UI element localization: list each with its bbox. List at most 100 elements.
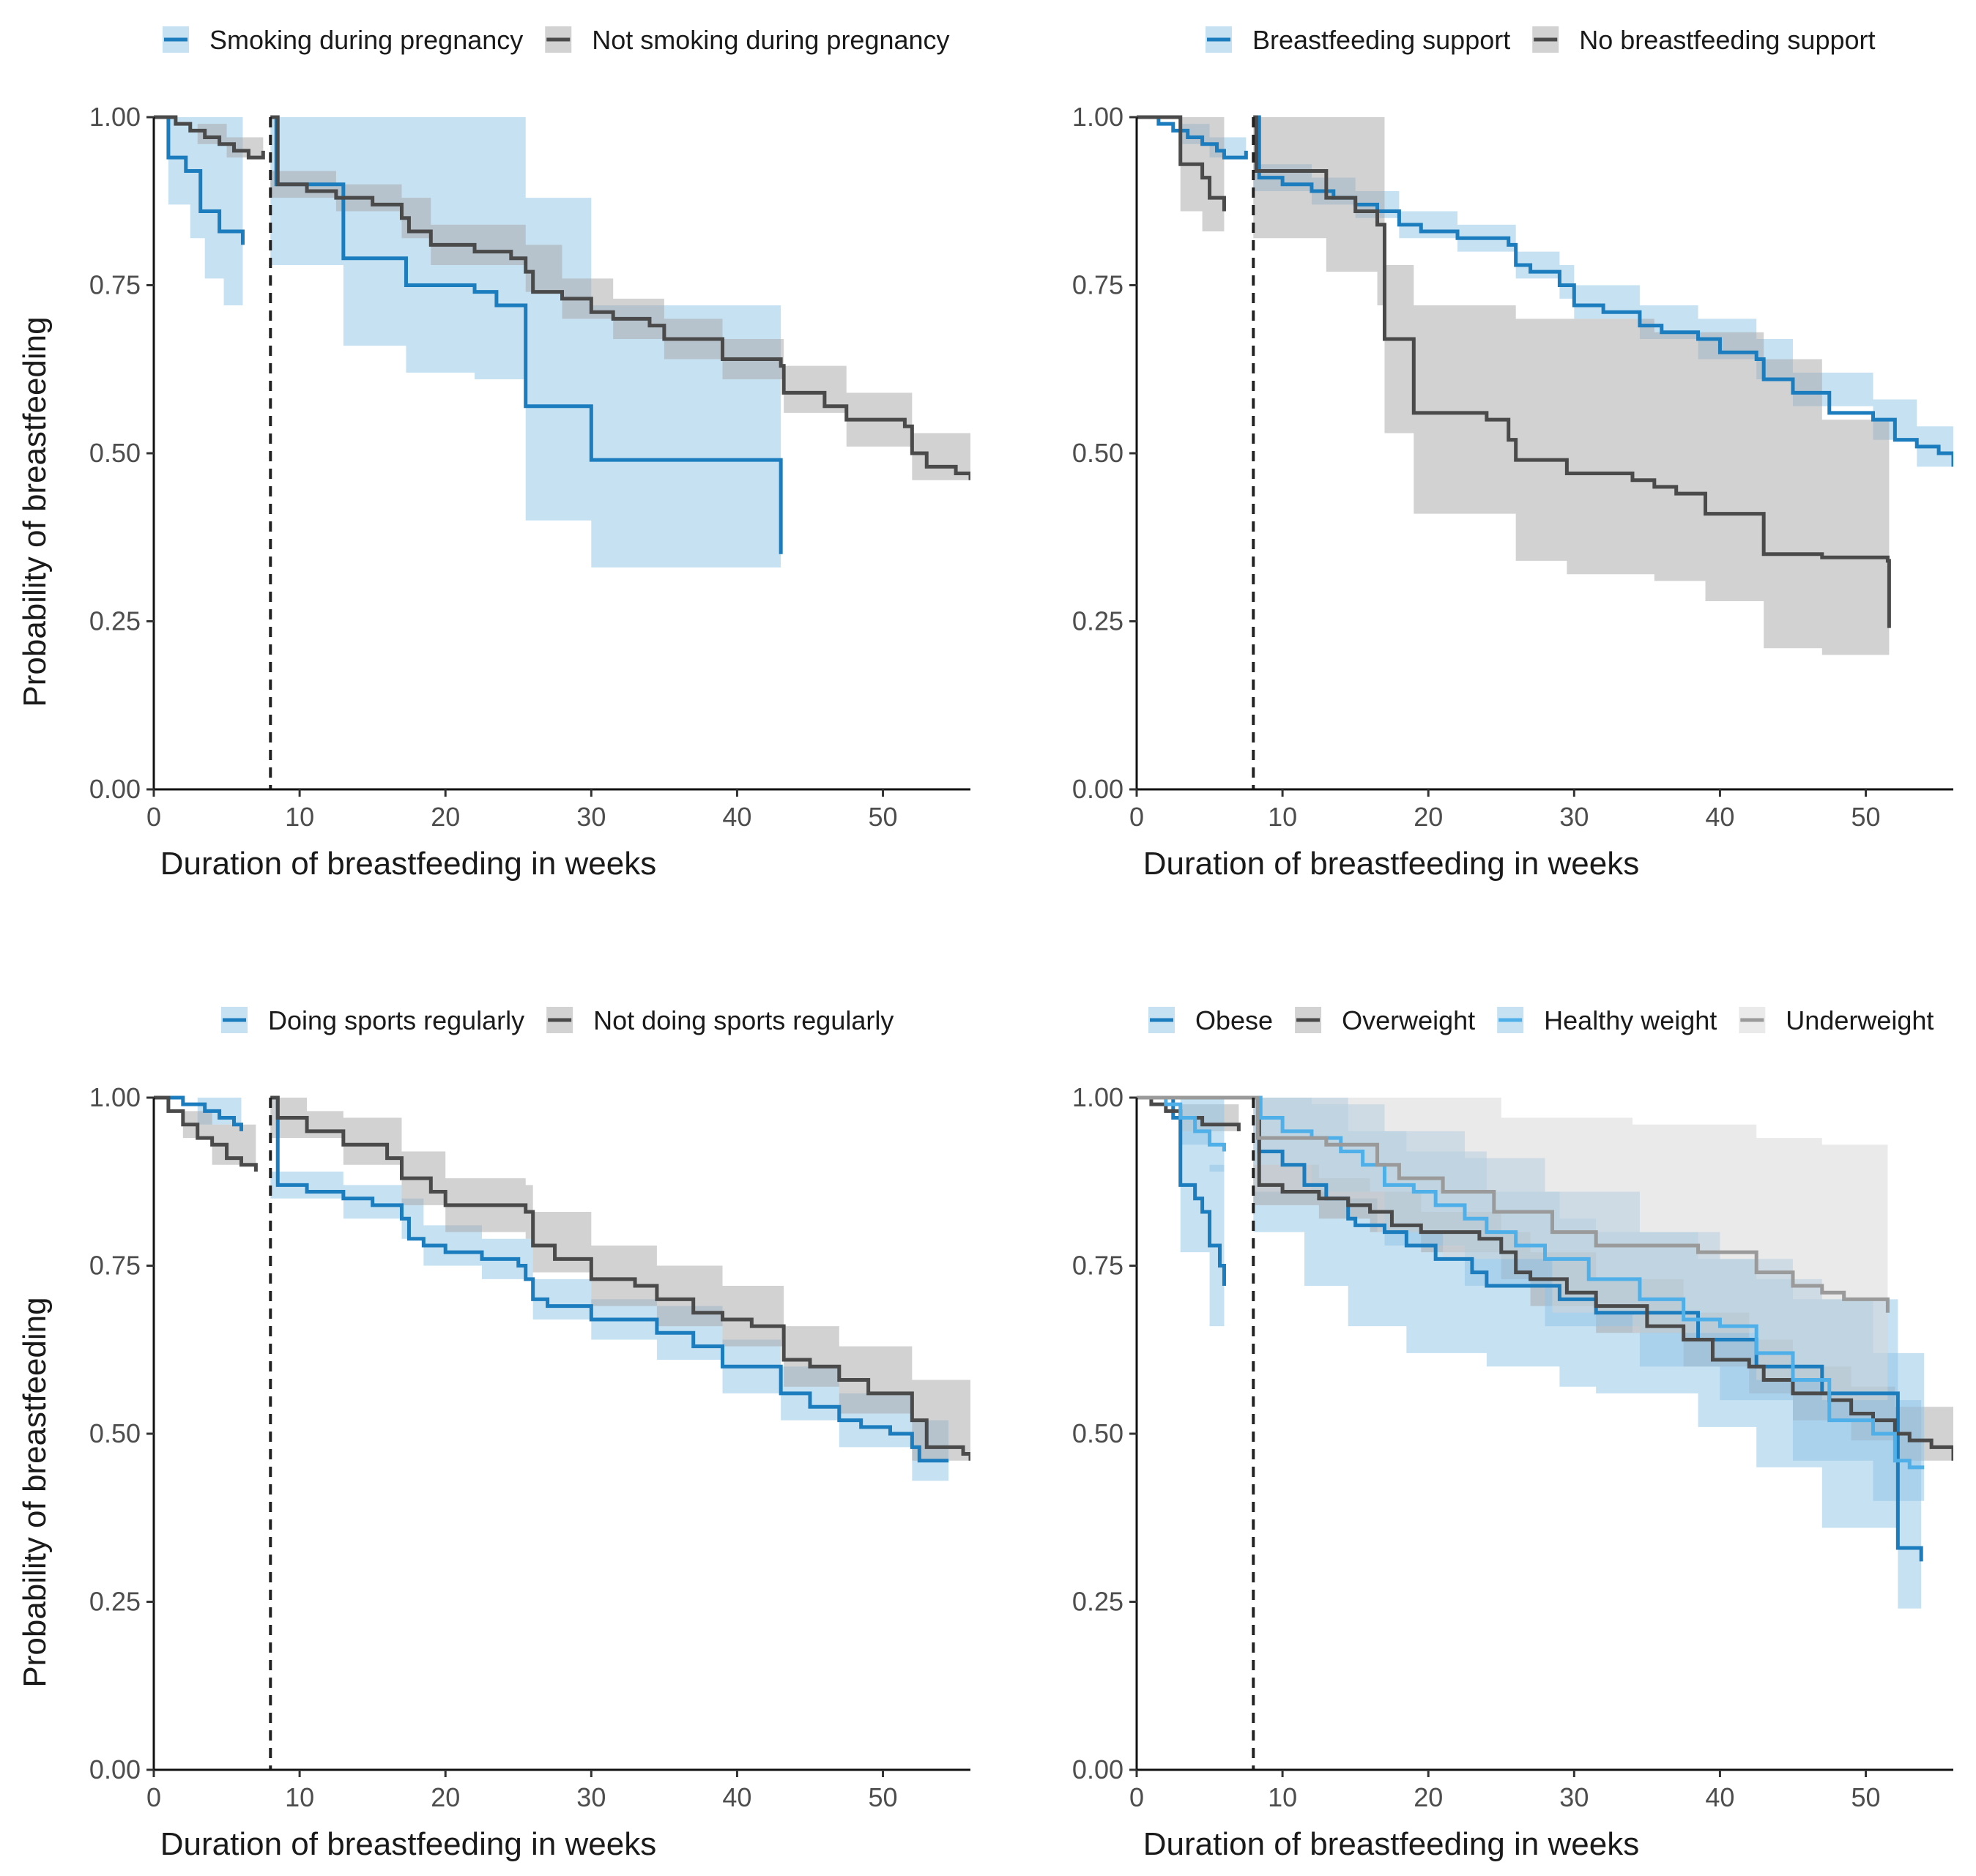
survival-line-2-1 bbox=[1137, 115, 1226, 212]
y-tick-label: 0.00 bbox=[89, 1754, 141, 1784]
legend-item: Healthy weight bbox=[1497, 1005, 1717, 1035]
legend: Smoking during pregnancy Not smoking duri… bbox=[163, 25, 950, 55]
ci-band-2-1 bbox=[1137, 117, 1225, 272]
survival-line-1-1 bbox=[1137, 115, 1248, 160]
x-tick-label: 0 bbox=[1129, 802, 1144, 832]
legend-item: Obese bbox=[1148, 1005, 1273, 1035]
y-tick-label: 0.75 bbox=[1072, 1251, 1123, 1281]
survival-line-2-2 bbox=[270, 1095, 970, 1461]
y-tick-label: 0.25 bbox=[1072, 606, 1123, 636]
x-tick-label: 30 bbox=[576, 1782, 606, 1812]
y-axis-title: Probability of breastfeeding bbox=[17, 316, 53, 707]
x-tick-label: 0 bbox=[146, 1782, 161, 1812]
x-tick-label: 40 bbox=[1705, 1782, 1734, 1812]
survival-line-2-1 bbox=[154, 1095, 258, 1172]
legend-item: Doing sports regularly bbox=[221, 1005, 524, 1035]
x-tick-label: 20 bbox=[431, 802, 460, 832]
legend-label: Healthy weight bbox=[1544, 1005, 1717, 1035]
y-tick-label: 0.75 bbox=[89, 1251, 141, 1281]
ci-band-2-2 bbox=[270, 171, 970, 507]
x-axis-title: Duration of breastfeeding in weeks bbox=[1143, 1826, 1640, 1862]
ci-band-2-1 bbox=[154, 1098, 256, 1192]
plot-area bbox=[154, 1095, 970, 1508]
x-tick-label: 10 bbox=[1268, 1782, 1297, 1812]
legend-label: No breastfeeding support bbox=[1579, 25, 1875, 55]
x-tick-label: 30 bbox=[576, 802, 606, 832]
ci-band-1-2 bbox=[270, 1171, 949, 1488]
survival-line-1-1 bbox=[154, 1095, 243, 1131]
plot-area bbox=[154, 115, 970, 595]
legend: Obese Overweight Healthy weight Underweight bbox=[1148, 1005, 1934, 1035]
legend: Breastfeeding support No breastfeeding su… bbox=[1206, 25, 1876, 55]
legend-label: Breastfeeding support bbox=[1252, 25, 1510, 55]
x-axis-title: Duration of breastfeeding in weeks bbox=[160, 846, 657, 882]
x-tick-label: 50 bbox=[869, 802, 898, 832]
x-tick-label: 40 bbox=[722, 1782, 751, 1812]
y-tick-label: 0.25 bbox=[89, 606, 141, 636]
y-tick-label: 0.25 bbox=[1072, 1587, 1123, 1617]
y-tick-label: 0.50 bbox=[89, 1418, 141, 1448]
y-tick-label: 1.00 bbox=[89, 102, 141, 132]
y-tick-label: 0.75 bbox=[1072, 270, 1123, 300]
legend-label: Smoking during pregnancy bbox=[209, 25, 523, 55]
survival-line-2-1 bbox=[154, 115, 265, 160]
ci-band-1-1 bbox=[154, 117, 243, 319]
x-tick-label: 40 bbox=[722, 802, 751, 832]
y-tick-label: 0.50 bbox=[89, 438, 141, 468]
x-tick-label: 50 bbox=[869, 1782, 898, 1812]
x-tick-label: 0 bbox=[1129, 1782, 1144, 1812]
legend-item: Not doing sports regularly bbox=[546, 1005, 894, 1035]
x-tick-label: 50 bbox=[1851, 1782, 1881, 1812]
x-tick-label: 10 bbox=[1268, 802, 1297, 832]
y-tick-label: 1.00 bbox=[89, 1082, 141, 1112]
survival-line-1-2 bbox=[270, 115, 783, 554]
survival-line-1-1 bbox=[1137, 1095, 1226, 1287]
legend: Doing sports regularly Not doing sports r… bbox=[221, 1005, 894, 1035]
legend-item: No breastfeeding support bbox=[1532, 25, 1876, 55]
y-tick-label: 0.00 bbox=[1072, 774, 1123, 804]
plot-area bbox=[1137, 115, 1953, 689]
y-tick-label: 1.00 bbox=[1072, 1082, 1123, 1112]
x-tick-label: 40 bbox=[1705, 802, 1734, 832]
y-tick-label: 0.50 bbox=[1072, 438, 1123, 468]
legend-item: Not smoking during pregnancy bbox=[545, 25, 950, 55]
plot-area bbox=[1137, 1095, 1953, 1623]
survival-line-1-2 bbox=[270, 1095, 949, 1463]
ci-band-2-1 bbox=[154, 117, 264, 171]
legend-label: Not doing sports regularly bbox=[593, 1005, 894, 1035]
y-axis-title: Probability of breastfeeding bbox=[17, 1297, 53, 1687]
legend-label: Obese bbox=[1195, 1005, 1273, 1035]
legend-label: Overweight bbox=[1342, 1005, 1475, 1035]
survival-line-2-2 bbox=[270, 115, 970, 480]
y-tick-label: 0.00 bbox=[1072, 1754, 1123, 1784]
survival-line-1-1 bbox=[154, 115, 245, 245]
ci-band-1-1 bbox=[1137, 1098, 1225, 1361]
legend-label: Not smoking during pregnancy bbox=[592, 25, 949, 55]
survival-line-3-1 bbox=[1137, 1095, 1226, 1152]
y-tick-label: 0.00 bbox=[89, 774, 141, 804]
legend-item: Smoking during pregnancy bbox=[163, 25, 523, 55]
survival-line-4-2 bbox=[1253, 1095, 1890, 1313]
y-tick-label: 0.75 bbox=[89, 270, 141, 300]
chart-panel-2: 0.00 0.25 0.50 0.75 1.00 0 10 20 30 40 50 Duration … bbox=[1072, 25, 1953, 882]
y-tick-label: 0.50 bbox=[1072, 1418, 1123, 1448]
x-axis-title: Duration of breastfeeding in weeks bbox=[160, 1826, 657, 1862]
x-tick-label: 0 bbox=[146, 802, 161, 832]
ci-band-2-2 bbox=[1253, 117, 1890, 689]
x-tick-label: 50 bbox=[1851, 802, 1881, 832]
x-tick-label: 30 bbox=[1559, 1782, 1589, 1812]
survival-line-1-2 bbox=[1253, 1095, 1923, 1562]
y-tick-label: 0.25 bbox=[89, 1587, 141, 1617]
survival-line-2-2 bbox=[1253, 1095, 1953, 1461]
x-axis-title: Duration of breastfeeding in weeks bbox=[1143, 846, 1640, 882]
y-tick-label: 1.00 bbox=[1072, 102, 1123, 132]
chart-panel-4: 0.00 0.25 0.50 0.75 1.00 0 10 20 30 40 50 Duration … bbox=[1072, 1005, 1953, 1862]
legend-item: Overweight bbox=[1295, 1005, 1475, 1035]
x-tick-label: 10 bbox=[285, 1782, 314, 1812]
legend-item: Underweight bbox=[1739, 1005, 1934, 1035]
x-tick-label: 20 bbox=[431, 1782, 460, 1812]
x-tick-label: 20 bbox=[1414, 802, 1443, 832]
x-tick-label: 10 bbox=[285, 802, 314, 832]
chart-panel-1: 0.00 0.25 0.50 0.75 1.00 0 10 20 30 40 50 Duration … bbox=[17, 25, 970, 882]
